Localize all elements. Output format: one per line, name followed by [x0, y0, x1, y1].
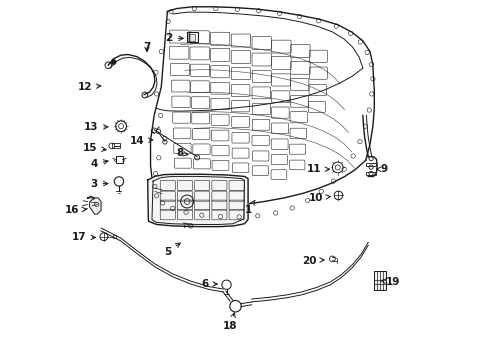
Bar: [373, 271, 385, 291]
Text: 4: 4: [90, 159, 108, 169]
Text: 8: 8: [176, 148, 187, 158]
Bar: [112, 143, 120, 148]
Text: 7: 7: [143, 42, 150, 52]
Text: 18: 18: [223, 313, 237, 331]
Bar: [365, 163, 376, 166]
Circle shape: [111, 59, 116, 64]
Text: 10: 10: [308, 193, 329, 203]
Text: 19: 19: [380, 277, 399, 287]
Text: 11: 11: [306, 164, 329, 174]
Text: 16: 16: [65, 206, 86, 216]
Text: 15: 15: [83, 143, 106, 153]
Text: 17: 17: [72, 232, 95, 242]
Text: 13: 13: [84, 122, 108, 132]
Text: 3: 3: [90, 179, 108, 189]
Text: 6: 6: [201, 279, 217, 289]
Text: 14: 14: [129, 136, 152, 146]
Bar: [187, 32, 198, 42]
Bar: [189, 34, 195, 41]
Text: 20: 20: [301, 256, 324, 266]
Polygon shape: [87, 196, 101, 214]
Text: 5: 5: [163, 243, 180, 257]
Text: 2: 2: [165, 33, 183, 43]
Polygon shape: [147, 174, 247, 226]
Bar: [116, 156, 122, 163]
Bar: [112, 235, 116, 238]
Text: 1: 1: [244, 200, 254, 216]
Text: 12: 12: [78, 82, 101, 92]
Text: 9: 9: [376, 164, 387, 174]
Bar: [365, 172, 376, 175]
